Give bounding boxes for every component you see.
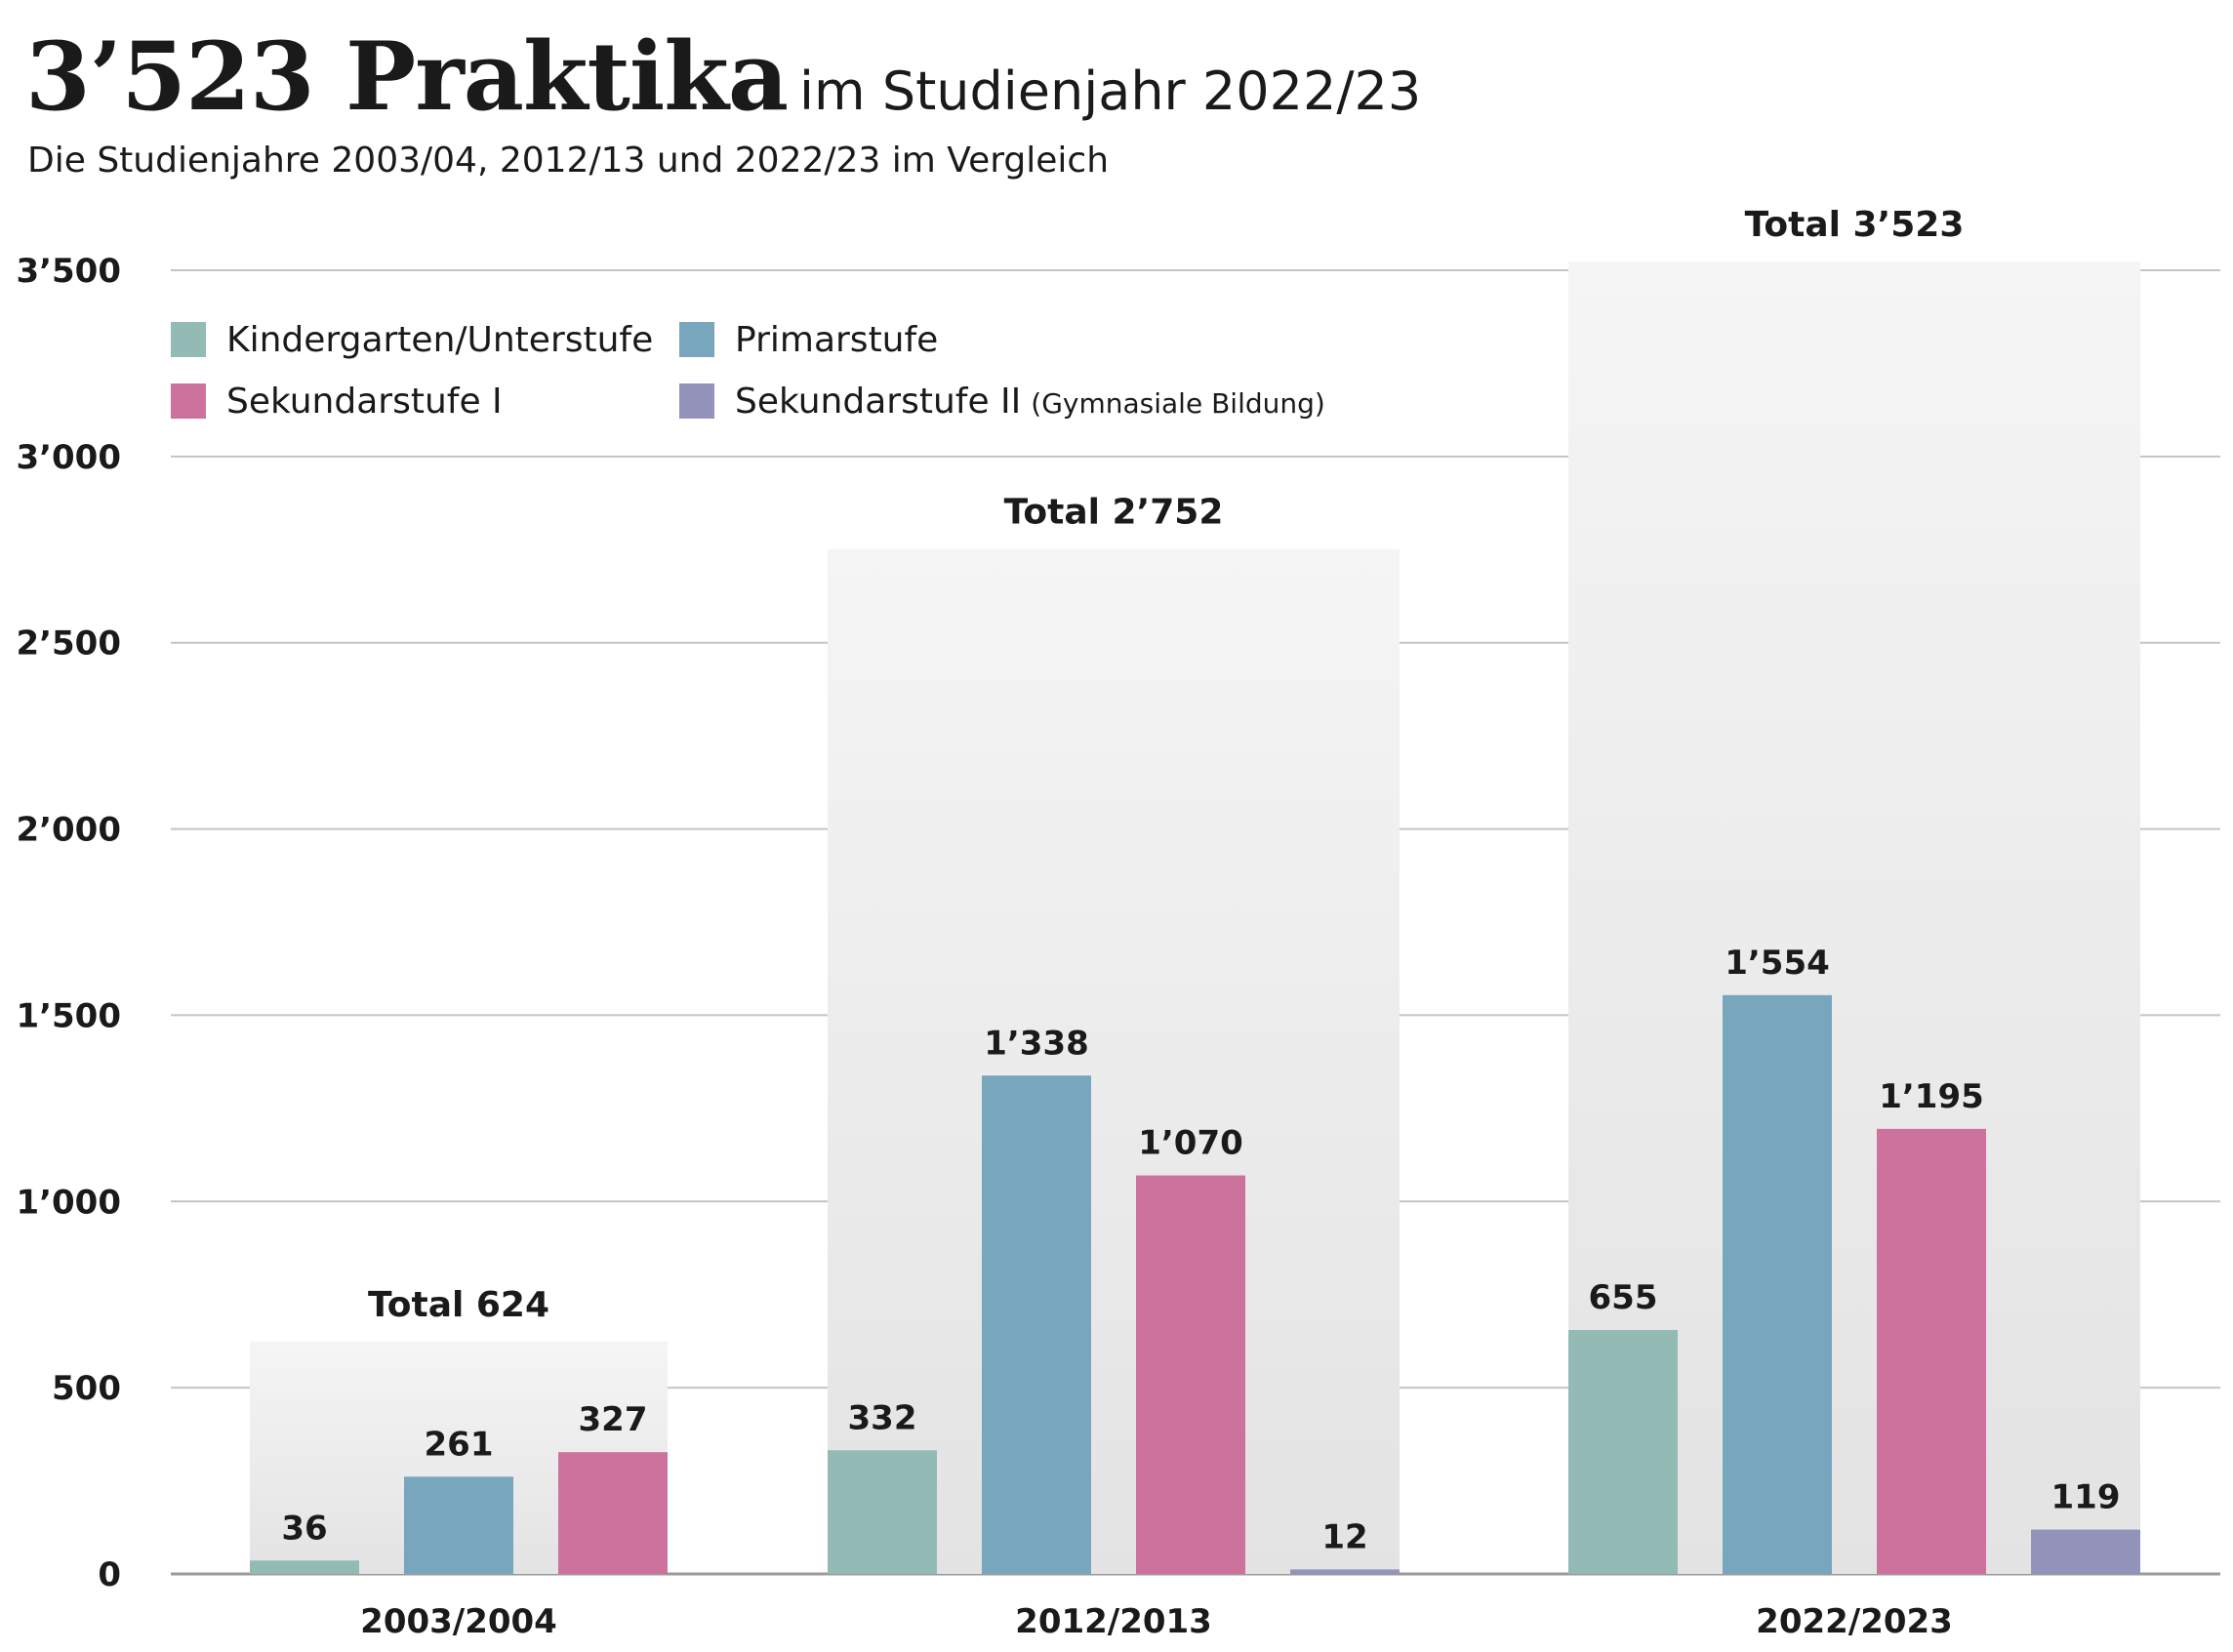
legend: Kindergarten/Unterstufe Primarstufe Sekund… xyxy=(171,320,1325,422)
total-label: Total 624 xyxy=(368,1285,549,1325)
y-tick-label: 1’000 xyxy=(16,1183,121,1222)
y-tick-label: 1’500 xyxy=(16,996,121,1035)
legend-swatch xyxy=(679,383,714,419)
bar xyxy=(1568,1329,1678,1574)
y-tick-label: 2’000 xyxy=(16,811,121,850)
data-label: 655 xyxy=(1589,1278,1658,1317)
labels: 0 500 1’000 1’500 2’000 2’500 3’000 3’500 Total … xyxy=(16,205,2120,1641)
bar xyxy=(1290,1569,1400,1574)
legend-swatch xyxy=(171,322,206,357)
bar xyxy=(1136,1175,1245,1574)
data-label: 261 xyxy=(425,1425,494,1464)
data-label: 332 xyxy=(848,1398,917,1437)
y-tick-label: 0 xyxy=(98,1555,121,1594)
chart-title: 3’523 Praktika im Studienjahr 2022/23 xyxy=(25,21,1421,132)
data-label: 1’070 xyxy=(1138,1124,1243,1163)
legend-label: Kindergarten/Unterstufe xyxy=(226,320,653,360)
y-tick-label: 3’500 xyxy=(16,252,121,291)
y-tick-label: 3’000 xyxy=(16,438,121,477)
bar xyxy=(1723,994,1832,1574)
x-tick-label: 2003/2004 xyxy=(360,1602,557,1641)
total-label: Total 3’523 xyxy=(1745,205,1965,245)
data-label: 1’195 xyxy=(1879,1077,1984,1116)
x-tick-label: 2022/2023 xyxy=(1756,1602,1953,1641)
title-rest: im Studienjahr 2022/23 xyxy=(799,60,1422,122)
total-panels xyxy=(250,262,2140,1575)
data-label: 12 xyxy=(1321,1517,1367,1556)
x-tick-label: 2012/2013 xyxy=(1015,1602,1212,1641)
legend-label: Sekundarstufe II (Gymnasiale Bildung) xyxy=(735,382,1325,422)
legend-label: Primarstufe xyxy=(735,320,938,360)
bar xyxy=(1877,1128,1986,1574)
bar xyxy=(250,1560,359,1574)
bar xyxy=(828,1450,937,1574)
bar xyxy=(982,1075,1091,1574)
total-label: Total 2’752 xyxy=(1004,493,1224,533)
total-panel xyxy=(828,548,1400,1575)
bar xyxy=(404,1476,513,1574)
legend-swatch xyxy=(171,383,206,419)
legend-label: Sekundarstufe I xyxy=(226,382,503,422)
y-tick-label: 2’500 xyxy=(16,625,121,664)
chart-subtitle: Die Studienjahre 2003/04, 2012/13 und 20… xyxy=(27,141,1110,181)
title-main: 3’523 Praktika xyxy=(25,21,789,132)
legend-swatch xyxy=(679,322,714,357)
bar xyxy=(2031,1529,2140,1574)
y-tick-label: 500 xyxy=(52,1369,121,1408)
data-label: 1’554 xyxy=(1725,944,1830,983)
data-label: 119 xyxy=(2051,1478,2121,1517)
data-label: 327 xyxy=(579,1400,648,1439)
data-label: 1’338 xyxy=(984,1024,1089,1063)
legend-note: (Gymnasiale Bildung) xyxy=(1031,387,1325,420)
bars xyxy=(250,994,2140,1574)
data-label: 36 xyxy=(281,1509,327,1548)
bar xyxy=(558,1452,668,1574)
